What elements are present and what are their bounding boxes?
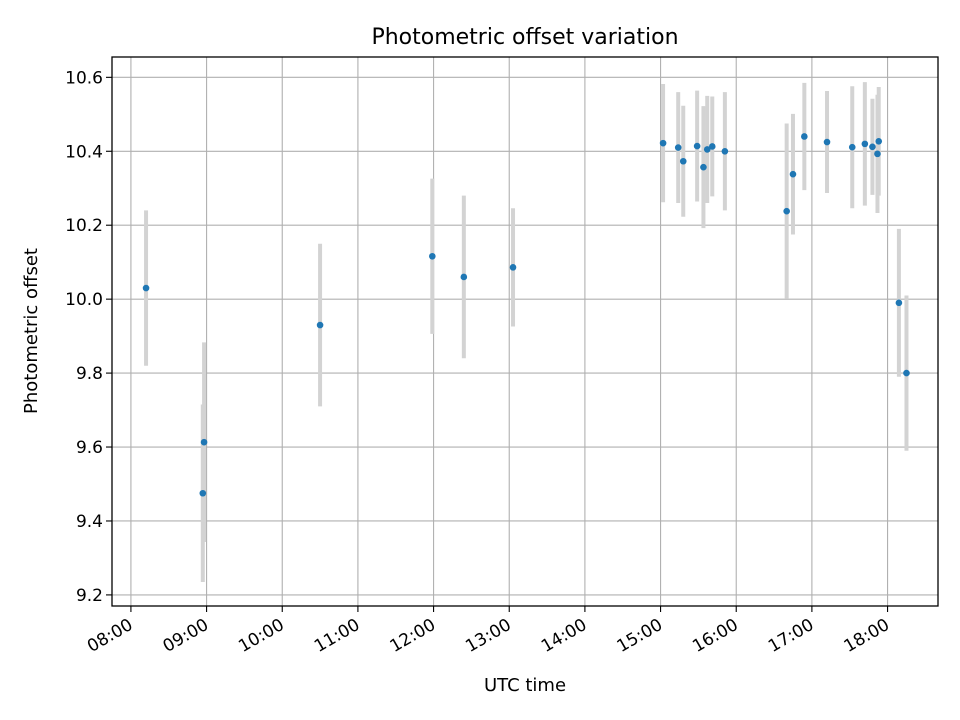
data-point: [801, 133, 808, 140]
chart-title: Photometric offset variation: [371, 25, 678, 50]
data-point: [142, 284, 150, 292]
y-tick-label: 9.8: [76, 364, 103, 384]
data-point: [659, 139, 667, 147]
data-point: [874, 150, 881, 158]
data-point: [783, 207, 790, 215]
data-point: [460, 273, 468, 281]
data-point: [316, 321, 324, 329]
data-point: [700, 163, 707, 171]
data-point: [200, 438, 208, 446]
y-tick-label: 10.0: [65, 290, 103, 310]
x-axis-label: UTC time: [484, 675, 566, 696]
y-tick-label: 10.6: [65, 68, 103, 88]
data-point: [903, 369, 910, 377]
data-point: [693, 142, 701, 150]
data-point: [895, 299, 903, 307]
y-axis: 9.2 9.4 9.6 9.8 10.0 10.2 10.4 10.6: [65, 68, 112, 606]
data-point: [848, 143, 856, 151]
grid: [112, 57, 938, 606]
data-point: [721, 147, 729, 155]
plot-area: [112, 57, 938, 606]
data-points: [142, 133, 910, 497]
data-point: [861, 140, 869, 148]
data-point: [674, 144, 682, 151]
y-tick-label: 9.2: [76, 586, 103, 606]
data-point: [708, 143, 716, 150]
y-tick-label: 10.4: [65, 142, 103, 162]
data-point: [875, 137, 883, 145]
data-point: [679, 157, 687, 165]
data-point: [869, 143, 876, 151]
y-axis-label: Photometric offset: [21, 248, 42, 414]
data-point: [509, 264, 517, 271]
data-point: [703, 146, 711, 153]
plot-frame: [111, 56, 939, 607]
data-point: [823, 138, 831, 146]
y-tick-label: 9.4: [76, 512, 103, 532]
y-tick-label: 9.6: [76, 438, 103, 458]
data-point: [789, 170, 797, 178]
y-tick-label: 10.2: [65, 216, 103, 236]
data-point: [429, 252, 436, 260]
data-point: [199, 489, 207, 497]
